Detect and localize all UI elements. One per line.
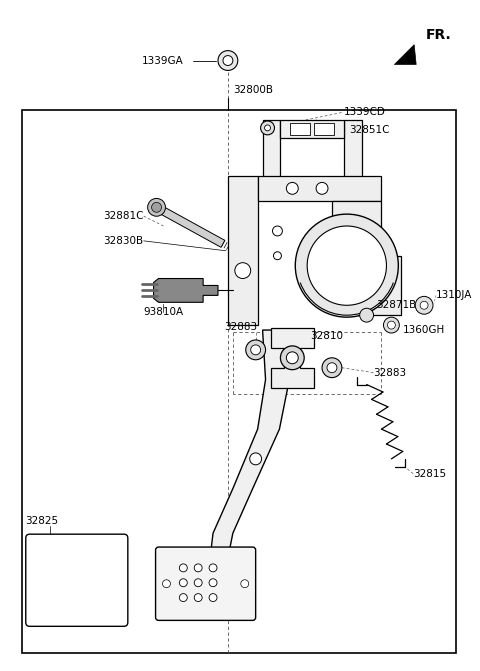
Text: FR.: FR. xyxy=(426,28,452,42)
Circle shape xyxy=(235,262,251,278)
Circle shape xyxy=(180,594,187,602)
Circle shape xyxy=(274,252,281,260)
Circle shape xyxy=(180,564,187,572)
Polygon shape xyxy=(198,553,252,588)
Polygon shape xyxy=(324,120,361,197)
Circle shape xyxy=(241,580,249,588)
Circle shape xyxy=(415,297,433,314)
Text: 32871B: 32871B xyxy=(376,301,417,310)
FancyBboxPatch shape xyxy=(156,547,256,621)
Polygon shape xyxy=(154,278,218,303)
Circle shape xyxy=(287,352,298,364)
Circle shape xyxy=(420,301,428,309)
Polygon shape xyxy=(263,120,300,197)
Circle shape xyxy=(384,317,399,333)
Text: 93810A: 93810A xyxy=(144,307,184,317)
Circle shape xyxy=(152,203,161,212)
Polygon shape xyxy=(258,176,382,201)
Text: 1339CD: 1339CD xyxy=(344,107,386,117)
Circle shape xyxy=(209,594,217,602)
Circle shape xyxy=(209,564,217,572)
FancyBboxPatch shape xyxy=(26,534,128,626)
Text: 32815: 32815 xyxy=(413,469,446,478)
Circle shape xyxy=(287,183,298,195)
Polygon shape xyxy=(162,207,225,248)
Circle shape xyxy=(264,125,271,131)
Circle shape xyxy=(246,340,265,360)
Circle shape xyxy=(316,183,328,195)
Polygon shape xyxy=(228,176,258,325)
Circle shape xyxy=(327,363,337,372)
Circle shape xyxy=(307,226,386,305)
Circle shape xyxy=(194,564,202,572)
Circle shape xyxy=(148,199,166,216)
Circle shape xyxy=(180,579,187,586)
Polygon shape xyxy=(271,328,314,388)
Polygon shape xyxy=(314,123,334,135)
Text: 32800B: 32800B xyxy=(233,85,273,95)
Text: 32881C: 32881C xyxy=(103,211,144,221)
Bar xyxy=(22,110,456,653)
Circle shape xyxy=(280,346,304,370)
Text: 1310JA: 1310JA xyxy=(436,291,472,301)
Text: 1360GH: 1360GH xyxy=(403,325,445,335)
Text: 32883: 32883 xyxy=(373,368,407,378)
Circle shape xyxy=(261,121,275,135)
Polygon shape xyxy=(290,123,310,135)
Polygon shape xyxy=(280,120,344,138)
Text: 32825: 32825 xyxy=(25,516,58,526)
Circle shape xyxy=(322,358,342,378)
Circle shape xyxy=(387,321,396,329)
Circle shape xyxy=(194,594,202,602)
Circle shape xyxy=(250,453,262,465)
Circle shape xyxy=(194,579,202,586)
Circle shape xyxy=(218,50,238,70)
Polygon shape xyxy=(210,330,289,558)
Polygon shape xyxy=(395,45,416,64)
Text: 32883: 32883 xyxy=(224,322,257,332)
Text: 32810: 32810 xyxy=(310,331,343,341)
Text: 32830B: 32830B xyxy=(104,236,144,246)
Circle shape xyxy=(360,308,373,322)
Circle shape xyxy=(273,226,282,236)
Polygon shape xyxy=(332,201,401,315)
Circle shape xyxy=(251,345,261,355)
Circle shape xyxy=(209,579,217,586)
Text: 32851C: 32851C xyxy=(349,125,389,135)
Text: 1339GA: 1339GA xyxy=(142,56,183,66)
Circle shape xyxy=(295,214,398,317)
Circle shape xyxy=(223,56,233,66)
Circle shape xyxy=(163,580,170,588)
